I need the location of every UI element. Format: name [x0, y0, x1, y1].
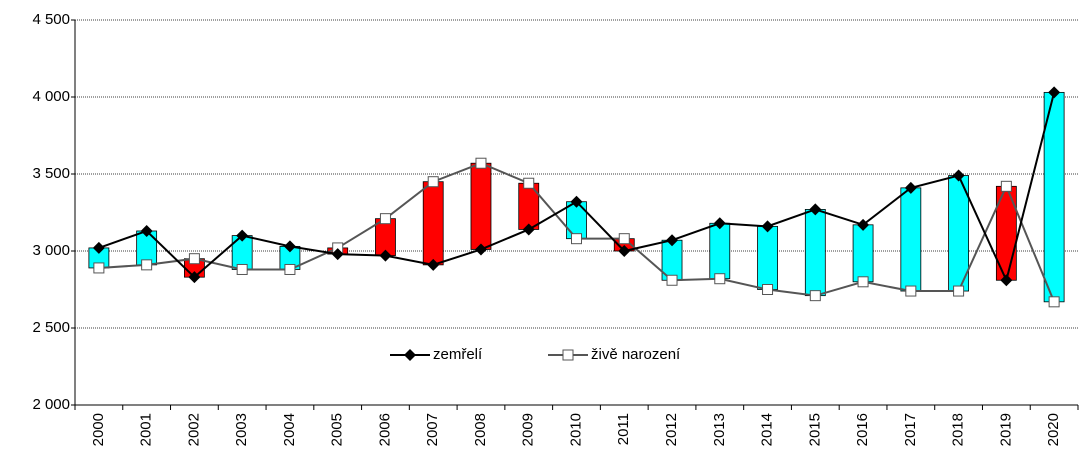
up-down-bar — [470, 162, 492, 250]
marker — [427, 176, 439, 188]
marker — [379, 249, 392, 262]
marker — [93, 262, 105, 274]
marker — [283, 240, 296, 253]
x-tick-label: 2010 — [567, 413, 584, 446]
marker — [522, 223, 535, 236]
marker — [666, 234, 679, 247]
x-tick-label: 2007 — [424, 413, 441, 446]
x-tick-label: 2018 — [950, 413, 967, 446]
marker — [523, 177, 535, 189]
marker — [952, 169, 965, 182]
x-tick-label: 2002 — [185, 413, 202, 446]
x-tick-label: 2011 — [615, 413, 632, 445]
marker — [474, 243, 487, 256]
x-tick-label: 2008 — [472, 413, 489, 446]
marker — [331, 248, 344, 261]
marker — [713, 217, 726, 230]
marker — [379, 213, 391, 225]
x-tick-label: 2001 — [138, 413, 155, 446]
marker — [1048, 296, 1060, 308]
marker — [570, 195, 583, 208]
y-tick-label: 4 500 — [32, 11, 70, 28]
y-tick-label: 2 500 — [32, 319, 70, 336]
x-tick-label: 2016 — [854, 413, 871, 446]
x-tick-label: 2019 — [997, 413, 1014, 446]
marker — [809, 290, 821, 302]
x-tick-label: 2005 — [329, 413, 346, 446]
up-down-bar — [757, 225, 778, 290]
x-tick-label: 2013 — [711, 413, 728, 446]
marker — [140, 224, 153, 237]
marker — [236, 263, 248, 275]
x-tick-label: 2014 — [759, 413, 776, 446]
marker — [953, 285, 965, 297]
x-tick-label: 2000 — [90, 413, 107, 446]
marker — [762, 284, 774, 295]
x-tick-label: 2020 — [1045, 413, 1062, 446]
marker — [141, 259, 153, 271]
x-tick-label: 2017 — [902, 413, 919, 446]
y-tick-label: 3 000 — [32, 242, 70, 259]
legend-marker — [562, 349, 574, 361]
marker — [761, 220, 774, 233]
marker — [92, 241, 105, 254]
marker — [236, 229, 249, 242]
x-tick-label: 2003 — [233, 413, 250, 446]
legend-marker — [404, 349, 416, 361]
marker — [809, 203, 822, 216]
y-tick-label: 2 000 — [32, 396, 70, 413]
x-tick-label: 2012 — [663, 413, 680, 446]
legend-label: zemřelí — [433, 346, 483, 363]
marker — [284, 263, 296, 275]
x-tick-label: 2015 — [806, 413, 823, 446]
marker — [1048, 86, 1061, 99]
x-tick-label: 2004 — [281, 413, 298, 446]
legend-label: živě narození — [591, 346, 681, 363]
marker — [714, 273, 726, 285]
marker — [475, 157, 487, 169]
marker — [904, 181, 917, 194]
marker — [571, 233, 582, 245]
marker — [427, 258, 440, 271]
x-tick-label: 2009 — [520, 413, 537, 446]
marker — [188, 271, 201, 284]
up-down-bar — [900, 187, 922, 292]
marker — [618, 233, 630, 245]
up-down-bar — [804, 209, 826, 297]
y-tick-label: 3 500 — [32, 165, 70, 182]
y-tick-label: 4 000 — [32, 88, 70, 105]
marker — [857, 276, 869, 288]
marker — [666, 274, 678, 286]
x-tick-label: 2006 — [376, 413, 393, 446]
marker — [188, 253, 200, 265]
up-down-bar — [852, 224, 874, 283]
marker — [905, 285, 917, 297]
marker — [857, 218, 870, 231]
marker — [618, 245, 631, 257]
up-down-bar — [422, 181, 444, 266]
up-down-bar — [709, 222, 731, 280]
marker — [1000, 180, 1012, 192]
marker — [1000, 274, 1013, 287]
